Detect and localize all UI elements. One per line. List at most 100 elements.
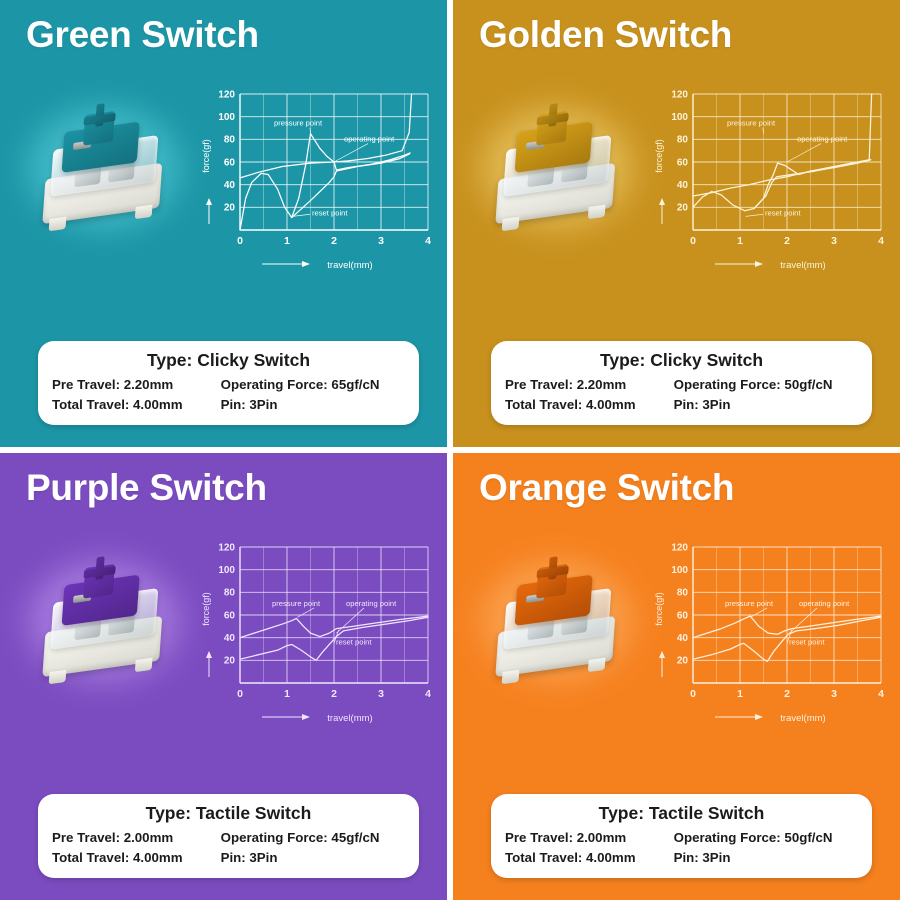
chart-series-press [239,93,413,231]
switch-panel-orange[interactable]: Orange Switch 20 40 60 80 100 120 0 1 2 3 4 force(gf… [453,453,900,900]
chart-x-tick-label: 0 [237,235,243,247]
switch-panel-golden[interactable]: Golden Switch 20 40 60 80 100 120 0 1 2 3 4 force(gf… [453,0,900,447]
chart-y-tick-label: 20 [677,656,689,667]
spec-operating-force: Operating Force: 65gf/cN [220,377,380,393]
chart-annotation-leader-2 [789,607,818,634]
chart-annotation-leader-3 [786,629,793,644]
switch-foot-right [587,657,606,672]
chart-x-axis-label: travel(mm) [327,713,372,724]
switch-stem [536,110,568,146]
chart-y-tick-label: 100 [218,112,235,123]
force-travel-chart: 20 40 60 80 100 120 0 1 2 3 4 force(gf) travel(mm) pr… [201,89,431,271]
switch-type-label: Type: Tactile Switch [598,803,765,824]
switch-body [42,110,165,231]
chart-y-axis-arrowhead [659,651,665,658]
chart-y-tick-label: 120 [218,542,235,553]
chart-x-tick-label: 3 [378,235,384,247]
switch-foot-right [134,204,153,219]
spec-card: Type: Clicky Switch Pre Travel: 2.20mm Ope… [491,341,872,425]
chart-y-axis-label: force(gf) [201,592,211,626]
switch-type-label: Type: Clicky Switch [599,350,764,371]
spec-pre-travel: Pre Travel: 2.20mm [505,377,627,393]
spec-card: Type: Tactile Switch Pre Travel: 2.00mm Op… [38,794,419,878]
spec-operating-force: Operating Force: 50gf/cN [673,377,833,393]
chart-annotation-1: pressure point [725,599,774,608]
chart-series-press [692,615,882,639]
spec-pin: Pin: 3Pin [673,849,731,865]
chart-annotation-1: pressure point [727,119,776,128]
chart-y-tick-label: 40 [677,633,689,644]
chart-y-axis-label: force(gf) [654,592,664,626]
chart-y-tick-label: 120 [671,542,688,553]
chart-annotation-leader-1 [297,607,315,618]
chart-x-tick-label: 4 [425,235,431,247]
switch-type-label: Type: Clicky Switch [146,350,311,371]
chart-annotation-leader-1 [309,127,311,134]
chart-annotation-leader-3 [745,213,764,217]
chart-annotation-leader-2 [336,607,365,634]
spec-total-travel: Total Travel: 4.00mm [505,396,636,412]
switch-foot-left [501,216,520,231]
switch-product-image [14,539,194,704]
spec-pre-travel: Pre Travel: 2.00mm [52,830,174,846]
spec-total-travel: Total Travel: 4.00mm [505,849,636,865]
chart-annotation-leader-1 [762,127,764,134]
switch-panel-purple[interactable]: Purple Switch 20 40 60 80 100 120 0 1 2 3 4 force(gf… [0,453,447,900]
spec-list: Pre Travel: 2.00mm Operating Force: 45gf/… [52,829,405,867]
chart-annotation-leader-1 [750,607,768,618]
switch-stem [83,563,115,599]
chart-x-axis-arrowhead [302,714,310,720]
chart-x-tick-label: 1 [737,688,743,700]
spec-operating-force: Operating Force: 45gf/cN [220,830,380,846]
chart-y-tick-label: 60 [677,157,689,168]
chart-x-tick-label: 0 [690,235,696,247]
chart-x-tick-label: 2 [784,235,790,247]
chart-y-axis-arrowhead [206,198,212,205]
switch-type-label: Type: Tactile Switch [145,803,312,824]
chart-x-tick-label: 1 [284,235,290,247]
chart-y-tick-label: 80 [224,135,236,146]
panel-title: Orange Switch [479,467,735,508]
chart-y-tick-label: 100 [671,565,688,576]
chart-y-axis-label: force(gf) [654,139,664,173]
chart-y-tick-label: 40 [677,180,689,191]
spec-operating-force: Operating Force: 50gf/cN [673,830,833,846]
chart-y-tick-label: 120 [671,89,688,100]
panel-title: Golden Switch [479,14,733,55]
switch-product-image [14,86,194,251]
chart-y-tick-label: 40 [224,633,236,644]
chart-y-tick-label: 60 [677,610,689,621]
chart-x-axis-label: travel(mm) [780,260,825,271]
chart-x-tick-label: 2 [784,688,790,700]
chart-annotation-1: pressure point [274,119,323,128]
panel-title: Green Switch [26,14,259,55]
switch-foot-left [48,669,67,684]
spec-total-travel: Total Travel: 4.00mm [52,396,183,412]
chart-x-tick-label: 2 [331,235,337,247]
chart-series-return [291,153,410,219]
chart-x-axis-label: travel(mm) [780,713,825,724]
force-curve-chart-container: 20 40 60 80 100 120 0 1 2 3 4 force(gf) travel(mm) pr… [196,537,436,727]
chart-y-tick-label: 80 [677,135,689,146]
panel-title: Purple Switch [26,467,267,508]
spec-list: Pre Travel: 2.20mm Operating Force: 65gf/… [52,376,405,414]
chart-annotation-2: operating point [346,599,397,608]
spec-card: Type: Tactile Switch Pre Travel: 2.00mm Op… [491,794,872,878]
chart-series-release [692,616,882,663]
spec-list: Pre Travel: 2.00mm Operating Force: 50gf/… [505,829,858,867]
chart-y-tick-label: 100 [218,565,235,576]
switch-panel-green[interactable]: Green Switch 20 40 60 80 100 120 0 1 2 3 4 force(gf)… [0,0,447,447]
force-travel-chart: 20 40 60 80 100 120 0 1 2 3 4 force(gf) travel(mm) pr… [654,542,884,724]
switch-product-image [467,539,647,704]
spec-pin: Pin: 3Pin [220,849,278,865]
switch-stem [83,110,115,146]
chart-series-return [753,159,872,210]
chart-y-tick-label: 20 [677,203,689,214]
chart-annotation-2: operating point [797,135,848,144]
chart-annotation-leader-3 [333,629,340,644]
force-curve-chart-container: 20 40 60 80 100 120 0 1 2 3 4 force(gf) travel(mm) pr… [649,84,889,274]
chart-annotation-3: reset point [789,637,825,646]
chart-x-axis-arrowhead [755,261,763,267]
chart-x-tick-label: 2 [331,688,337,700]
